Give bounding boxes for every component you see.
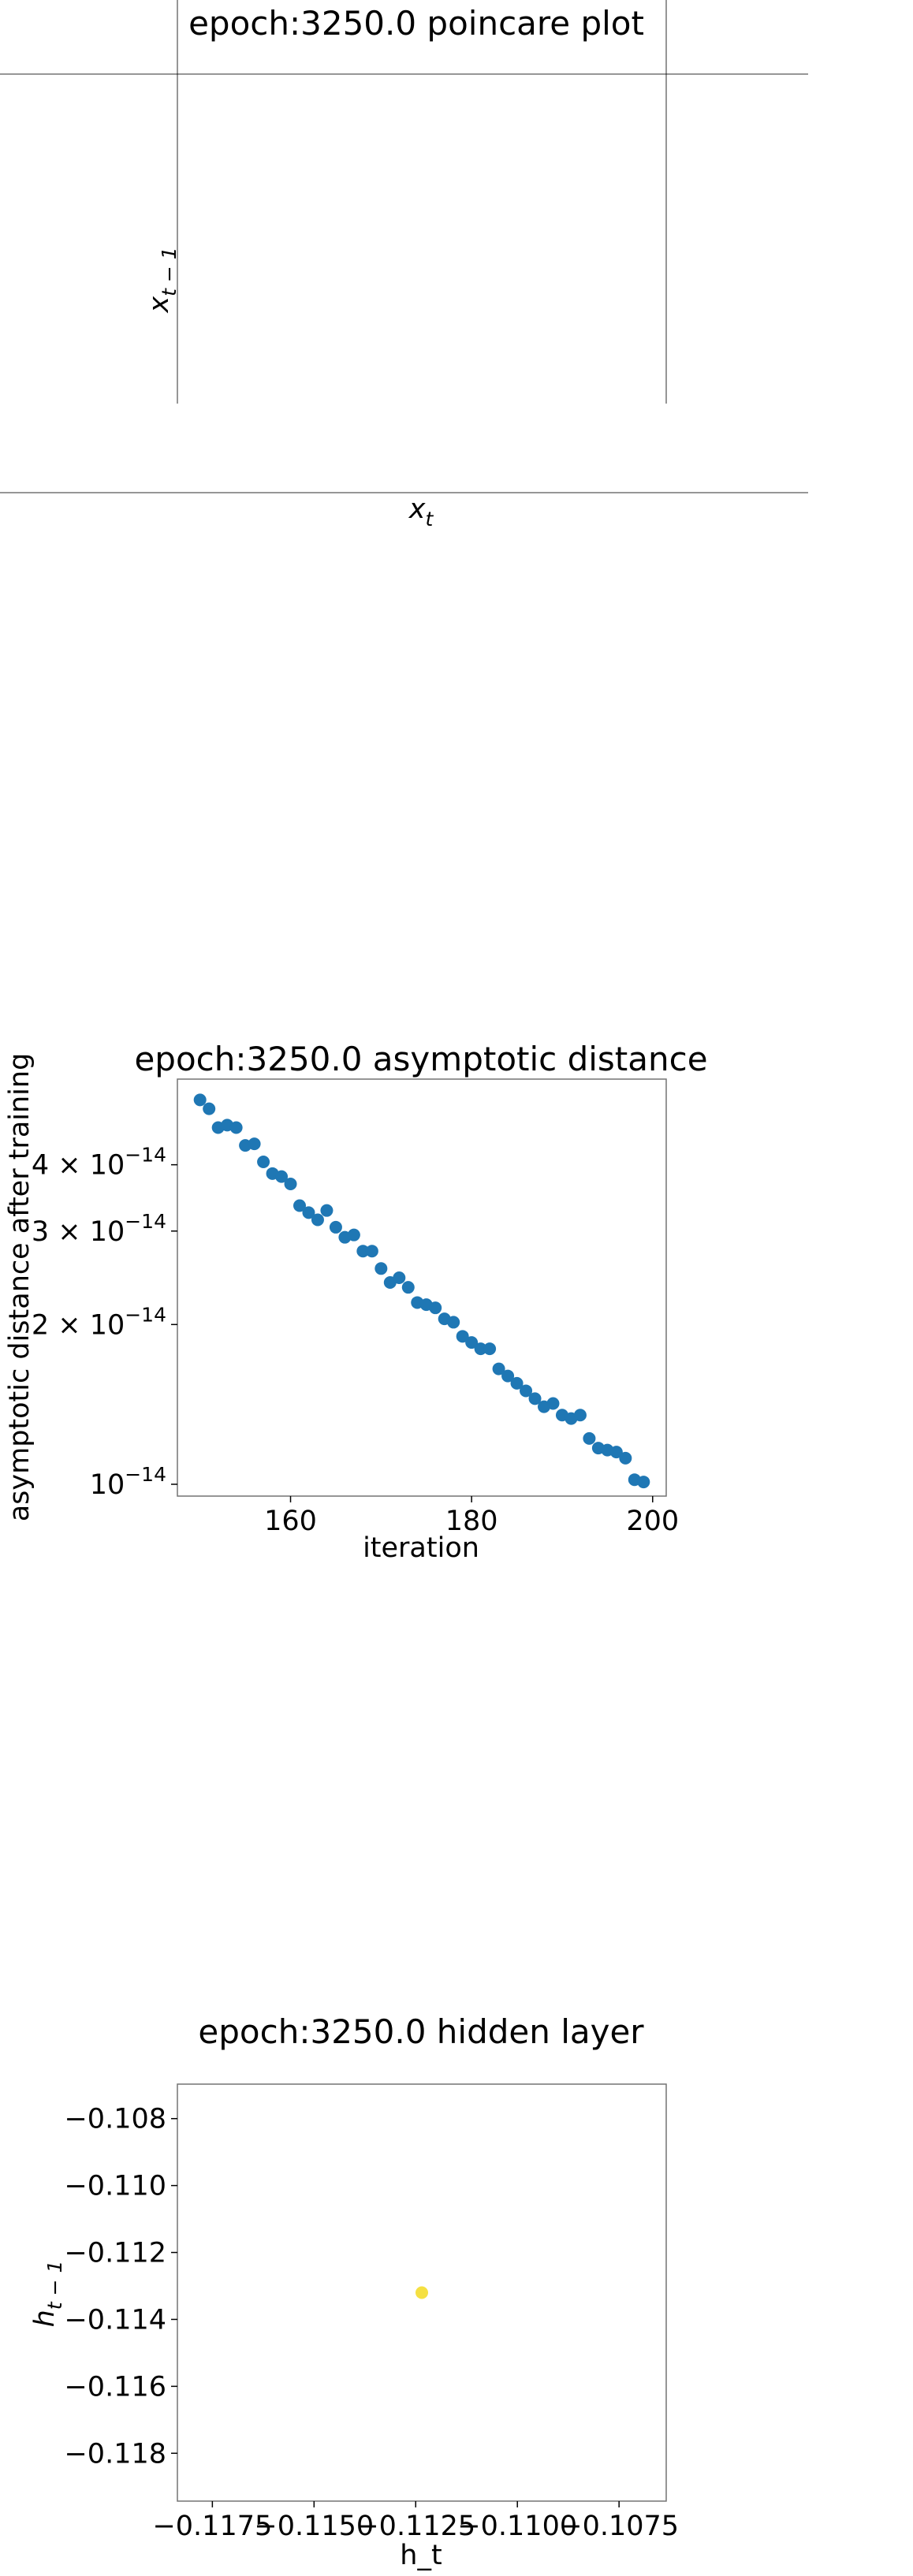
- data-point: [501, 1369, 515, 1383]
- asymptotic-title: epoch:3250.0 asymptotic distance: [134, 1040, 707, 1078]
- data-point: [284, 1178, 297, 1191]
- poincare-y-axis-label: xt − 1: [143, 247, 181, 313]
- hidden-layer-points: [416, 2286, 428, 2299]
- y-tick-label: −0.108: [64, 2104, 166, 2135]
- data-point: [474, 1342, 487, 1356]
- hidden-layer-y-ticks: −0.118 −0.116 −0.114 −0.112 −0.110 −0.108: [64, 2104, 177, 2470]
- data-point: [275, 1170, 289, 1183]
- y-tick-label: −0.110: [64, 2171, 166, 2202]
- data-point: [203, 1102, 216, 1115]
- poincare-panel: epoch:3250.0 poincare plot xt xt − 1: [0, 0, 808, 530]
- x-tick-label: 200: [626, 1506, 679, 1537]
- data-point: [365, 1245, 378, 1258]
- hidden-layer-panel: epoch:3250.0 hidden layer −0.1175−0.1150…: [29, 2012, 679, 2571]
- asymptotic-x-axis-label: iteration: [363, 1532, 479, 1564]
- data-point: [609, 1446, 623, 1459]
- y-tick-label: −0.114: [64, 2304, 166, 2336]
- data-point: [229, 1121, 243, 1134]
- data-point: [465, 1336, 479, 1349]
- y-tick-label: 4 × 10−14: [32, 1144, 166, 1182]
- x-tick-label: −0.1100: [457, 2511, 577, 2542]
- data-point: [293, 1199, 306, 1212]
- y-tick-label: 10−14: [90, 1463, 166, 1501]
- x-tick-label: −0.1150: [254, 2511, 374, 2542]
- x-tick-label: −0.1175: [152, 2511, 272, 2542]
- data-point: [329, 1220, 342, 1234]
- data-point: [637, 1476, 650, 1489]
- data-point: [583, 1431, 596, 1445]
- data-point: [248, 1137, 261, 1151]
- data-point: [401, 1281, 415, 1294]
- data-point: [492, 1362, 505, 1375]
- data-point: [347, 1228, 360, 1241]
- asymptotic-plot-frame: [177, 1078, 667, 1497]
- y-tick-label: −0.116: [64, 2371, 166, 2403]
- asymptotic-x-ticks: 160 180 200: [264, 1496, 679, 1537]
- data-point: [393, 1271, 406, 1284]
- asymptotic-panel: epoch:3250.0 asymptotic distance 160 180 2…: [4, 1040, 708, 1564]
- hidden-layer-x-axis-label: h_t: [400, 2540, 442, 2571]
- y-tick-label: 2 × 10−14: [32, 1303, 166, 1341]
- y-tick-label: 3 × 10−14: [32, 1210, 166, 1248]
- data-point: [456, 1330, 469, 1343]
- data-point: [320, 1204, 334, 1217]
- data-point: [528, 1392, 542, 1405]
- y-tick-label: −0.112: [64, 2238, 166, 2269]
- poincare-x-axis-label: xt: [408, 493, 434, 530]
- data-point: [619, 1451, 632, 1465]
- data-point: [311, 1213, 324, 1227]
- data-point: [302, 1206, 315, 1219]
- data-point: [375, 1262, 388, 1275]
- poincare-title: epoch:3250.0 poincare plot: [188, 4, 644, 43]
- data-point: [573, 1409, 587, 1422]
- data-point: [257, 1156, 270, 1169]
- x-tick-label: 180: [445, 1506, 498, 1537]
- data-point: [416, 2286, 428, 2299]
- hidden-layer-plot-frame: [177, 2083, 667, 2502]
- asymptotic-points: [193, 1093, 650, 1489]
- asymptotic-y-ticks: 10−14 2 × 10−14 3 × 10−14 4 × 10−14: [32, 1144, 177, 1501]
- data-point: [546, 1397, 560, 1410]
- hidden-layer-x-ticks: −0.1175−0.1150−0.1125−0.1100−0.1075: [152, 2501, 679, 2542]
- data-point: [356, 1245, 370, 1258]
- hidden-layer-y-axis-label: ht − 1: [29, 2261, 66, 2328]
- x-tick-label: −0.1075: [559, 2511, 679, 2542]
- data-point: [193, 1093, 207, 1107]
- asymptotic-y-axis-label: asymptotic distance after training: [4, 1053, 35, 1522]
- x-tick-label: −0.1125: [356, 2511, 475, 2542]
- data-point: [510, 1376, 524, 1390]
- data-point: [447, 1316, 460, 1329]
- data-point: [520, 1384, 533, 1398]
- data-point: [429, 1301, 442, 1315]
- hidden-layer-title: epoch:3250.0 hidden layer: [198, 2012, 644, 2051]
- y-tick-label: −0.118: [64, 2438, 166, 2470]
- x-tick-label: 160: [264, 1506, 317, 1537]
- data-point: [483, 1342, 497, 1356]
